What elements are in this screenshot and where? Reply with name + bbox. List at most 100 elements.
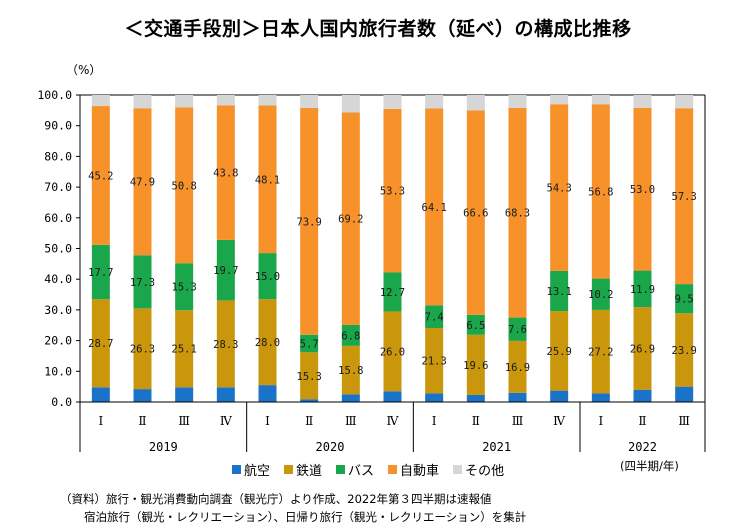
data-label: 23.9: [672, 345, 697, 357]
x-tick-label: Ⅰ: [98, 414, 103, 428]
legend-item: 自動車: [388, 460, 439, 479]
legend-swatch: [284, 465, 294, 474]
x-tick-label: Ⅲ: [512, 414, 524, 428]
x-tick-label: Ⅱ: [138, 414, 146, 428]
bar-segment-3: [675, 108, 694, 285]
bar-segment-2: [216, 239, 235, 301]
bar-segment-1: [675, 313, 694, 387]
legend-swatch: [232, 465, 241, 474]
bar-segment-3: [300, 107, 319, 335]
x-tick-label: Ⅲ: [345, 414, 357, 428]
bar-segment-3: [425, 108, 444, 306]
data-label: 17.3: [130, 277, 155, 289]
data-label: 69.2: [338, 214, 363, 226]
bar-segment-2: [466, 314, 485, 335]
data-label: 15.3: [172, 282, 197, 294]
y-tick-label: 60.0: [44, 211, 72, 225]
x-tick-label: Ⅰ: [265, 414, 270, 428]
data-label: 54.3: [547, 183, 572, 195]
period-note: (四半期/年): [620, 459, 679, 473]
data-label: 5.7: [300, 339, 319, 351]
data-label: 25.1: [172, 344, 197, 356]
x-tick-label: Ⅳ: [553, 414, 566, 428]
data-label: 28.3: [213, 339, 238, 351]
bar-segment-0: [508, 392, 527, 402]
bar-segment-1: [175, 310, 194, 388]
bar-segment-4: [383, 95, 402, 109]
data-label: 21.3: [422, 356, 447, 368]
legend: 航空 鉄道 バス 自動車 その他: [232, 460, 652, 479]
data-label: 9.5: [675, 294, 694, 306]
bar-segment-1: [466, 334, 485, 395]
bar-segment-2: [175, 263, 194, 311]
bar-segment-4: [550, 95, 569, 105]
bar-segment-1: [633, 307, 652, 390]
bar-segment-3: [175, 107, 194, 264]
bar-segment-4: [175, 95, 194, 108]
y-tick-label: 90.0: [44, 119, 72, 133]
y-tick-label: 70.0: [44, 180, 72, 194]
bar-segment-4: [591, 95, 610, 105]
bar-segment-1: [133, 308, 152, 390]
data-label: 53.0: [630, 184, 655, 196]
bar-segment-0: [425, 393, 444, 402]
bar-segment-2: [383, 272, 402, 312]
y-tick-label: 50.0: [44, 242, 72, 256]
data-label: 47.9: [130, 177, 155, 189]
x-tick-label: Ⅱ: [638, 414, 646, 428]
bar-segment-3: [508, 107, 527, 318]
bar-segment-3: [383, 108, 402, 273]
legend-item: 鉄道: [284, 460, 322, 479]
bar-segment-3: [216, 105, 235, 240]
bar-segment-1: [258, 299, 277, 386]
y-tick-label: 80.0: [44, 149, 72, 163]
x-tick-label: Ⅳ: [387, 414, 400, 428]
data-label: 68.3: [505, 208, 530, 220]
bar-segment-4: [508, 95, 527, 108]
data-label: 26.3: [130, 344, 155, 356]
bar-segment-1: [550, 311, 569, 391]
bar-segment-0: [258, 385, 277, 402]
bar-segment-3: [633, 107, 652, 271]
bar-segment-0: [591, 393, 610, 402]
bar-segment-1: [300, 352, 319, 400]
bar-segment-0: [91, 387, 110, 402]
source-note: （資料）旅行・観光消費動向調査（観光庁）より作成、2022年第３四半期は速報値 …: [60, 490, 526, 526]
y-tick-label: 10.0: [44, 364, 72, 378]
data-label: 16.9: [505, 362, 530, 374]
bar-segment-2: [133, 255, 152, 309]
data-label: 6.8: [341, 330, 360, 342]
bar-segment-1: [216, 300, 235, 388]
data-label: 11.9: [630, 284, 655, 296]
x-tick-label: Ⅲ: [678, 414, 690, 428]
bar-segment-4: [466, 95, 485, 111]
data-label: 28.7: [88, 338, 113, 350]
chart-title: ＜交通手段別＞日本人国内旅行者数（延べ）の構成比推移: [124, 18, 632, 40]
y-tick-label: 0.0: [51, 395, 72, 409]
bar-segment-1: [425, 328, 444, 394]
year-label: 2022: [628, 440, 657, 454]
bar-segment-3: [550, 104, 569, 271]
legend-swatch: [336, 465, 346, 474]
bar-segment-1: [383, 311, 402, 392]
bar-segment-3: [133, 108, 152, 256]
x-tick-label: Ⅲ: [178, 414, 190, 428]
bar-segment-1: [341, 345, 360, 395]
data-label: 53.3: [380, 186, 405, 198]
x-tick-label: Ⅳ: [220, 414, 233, 428]
year-label: 2020: [316, 440, 345, 454]
x-tick-label: Ⅰ: [432, 414, 437, 428]
bar-segment-0: [216, 387, 235, 402]
bar-segment-4: [425, 95, 444, 109]
data-label: 45.2: [88, 170, 113, 182]
bar-segment-4: [91, 95, 110, 107]
bar-segment-0: [633, 389, 652, 402]
bar-segment-2: [675, 284, 694, 314]
legend-label: 自動車: [400, 464, 440, 479]
source-line-2: 宿泊旅行（観光・レクリエーション）、日帰り旅行（観光・レクリエーション）を集計: [84, 510, 527, 524]
bar-segment-0: [175, 387, 194, 402]
bar-segment-2: [591, 278, 610, 310]
data-label: 17.7: [88, 267, 113, 279]
y-tick-label: 20.0: [44, 334, 72, 348]
